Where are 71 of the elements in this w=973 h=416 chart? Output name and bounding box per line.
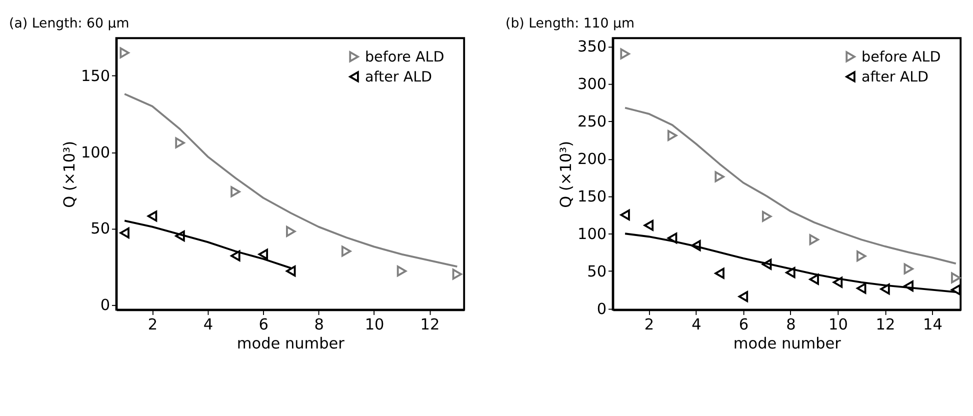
point <box>620 48 630 60</box>
y-tick-label: 150 <box>578 187 607 206</box>
y-tick-label: 200 <box>578 150 607 168</box>
point <box>856 282 866 294</box>
point <box>452 268 462 280</box>
x-tick-label: 12 <box>420 315 440 334</box>
y-tick-label: 250 <box>578 112 607 131</box>
point <box>258 248 268 260</box>
point <box>691 240 701 252</box>
x-tick-label: 8 <box>314 315 324 334</box>
point <box>951 284 961 296</box>
legend-label: after ALD <box>862 69 929 86</box>
legend-label: after ALD <box>364 69 432 86</box>
x-tick-label: 2 <box>644 315 654 334</box>
point <box>856 250 866 262</box>
y-tick-label: 100 <box>80 143 110 162</box>
point <box>396 266 407 277</box>
x-tick-label: 6 <box>738 315 749 334</box>
y-axis-title: Q (×10³) <box>556 140 575 208</box>
point <box>147 210 158 222</box>
line-series <box>624 106 957 265</box>
point <box>667 232 678 244</box>
y-tick-label: 350 <box>578 38 607 56</box>
x-axis-title: mode number <box>733 334 842 352</box>
x-tick-label: 14 <box>923 315 942 334</box>
y-tick-label: 100 <box>578 224 607 243</box>
legend-label: before ALD <box>862 49 941 66</box>
x-tick-label: 12 <box>876 315 896 334</box>
y-tick-label: 0 <box>100 296 110 314</box>
x-axis-title: mode number <box>236 334 346 352</box>
x-tick-label: 10 <box>828 315 848 334</box>
point <box>880 284 890 295</box>
point <box>714 171 724 182</box>
y-tick-label: 0 <box>596 300 607 318</box>
y-tick-label: 50 <box>587 262 607 280</box>
x-tick-label: 6 <box>258 315 268 334</box>
point <box>175 230 185 242</box>
point <box>762 258 772 270</box>
point <box>230 186 240 198</box>
text: (a) Length: 60 µm <box>9 16 130 32</box>
x-tick-label: 8 <box>786 315 796 334</box>
point <box>286 266 296 277</box>
point <box>175 137 185 148</box>
x-tick-label: 4 <box>203 315 214 334</box>
point <box>667 130 678 141</box>
point <box>786 267 796 278</box>
point <box>341 246 352 257</box>
point <box>809 234 819 246</box>
point <box>230 250 240 262</box>
point <box>120 227 130 238</box>
point <box>620 209 630 220</box>
text: (b) Length: 110 µm <box>506 16 634 32</box>
point <box>120 47 130 58</box>
point <box>762 210 772 222</box>
point <box>904 263 914 274</box>
point <box>832 276 843 288</box>
y-tick-label: 300 <box>578 75 607 94</box>
y-axis-title: Q (×10³) <box>60 140 78 208</box>
legend-label: before ALD <box>364 49 444 66</box>
point <box>809 274 819 285</box>
point <box>286 226 296 237</box>
point <box>644 220 654 231</box>
x-tick-label: 4 <box>692 315 702 334</box>
x-tick-label: 10 <box>364 315 384 334</box>
point <box>951 272 961 284</box>
y-tick-label: 150 <box>80 66 110 85</box>
point <box>904 280 914 292</box>
point <box>714 268 724 279</box>
point <box>738 291 748 302</box>
y-tick-label: 50 <box>90 220 110 238</box>
x-tick-label: 2 <box>148 315 158 334</box>
